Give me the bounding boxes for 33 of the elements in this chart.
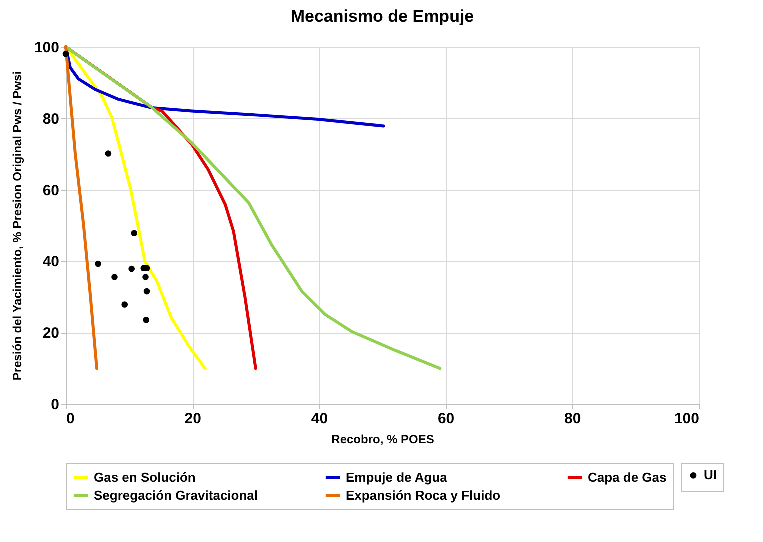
point	[128, 266, 135, 272]
x-axis-title: Recobro, % POES	[332, 432, 434, 446]
x-tick-label: 20	[184, 410, 202, 428]
point	[95, 260, 102, 268]
y-tick-label: 80	[42, 110, 60, 128]
legend-label: Empuje de Agua	[346, 470, 448, 485]
point	[144, 288, 150, 295]
legend-label: Gas en Solución	[94, 470, 196, 485]
y-tick-label: 40	[42, 254, 60, 271]
line-series	[64, 46, 442, 370]
point	[131, 230, 138, 237]
x-tick-label: 80	[564, 410, 582, 428]
y-tick-label: 100	[34, 40, 60, 56]
x-tick-label: 0	[66, 410, 75, 428]
point	[142, 274, 149, 280]
y-axis-title: Presión del Yacimiento, % Presion Original Pws / Pwsi	[10, 71, 24, 381]
legend-label: Capa de Gas	[588, 470, 667, 485]
line-series	[64, 46, 99, 370]
point	[122, 302, 128, 308]
y-tick-label: 60	[42, 182, 60, 200]
y-tick-label: 20	[42, 325, 60, 342]
x-tick-label: 40	[311, 410, 328, 428]
point	[62, 50, 70, 58]
x-tick-label: 60	[438, 410, 455, 428]
point	[143, 316, 150, 324]
point	[105, 150, 112, 157]
point	[112, 274, 118, 280]
legend-label: Segregación Gravitacional	[94, 488, 258, 503]
legend-label: Expansión Roca y Fluido	[346, 488, 501, 503]
legend-label: UI	[704, 468, 717, 483]
chart-title: Mecanismo de Empuje	[290, 7, 474, 26]
y-tick-label: 0	[51, 396, 60, 414]
x-tick-label: 100	[674, 410, 700, 428]
